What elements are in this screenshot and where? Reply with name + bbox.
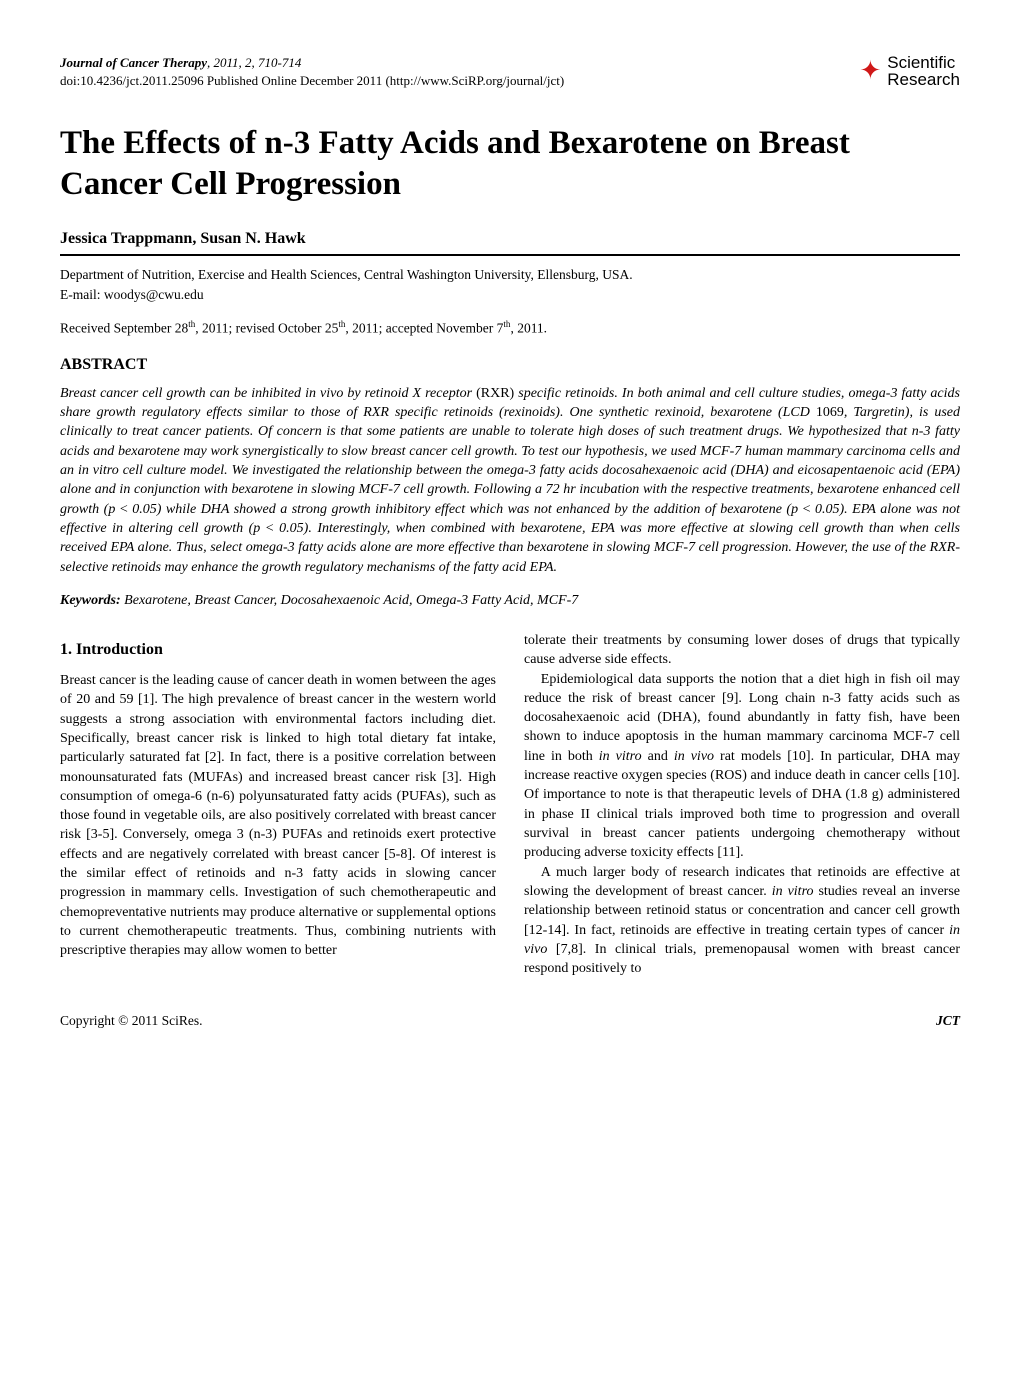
p4-invitro: in vitro xyxy=(772,884,814,899)
journal-vol: , 2011, 2, 710-714 xyxy=(207,55,301,70)
abs-1c: , Targretin), is used clinically to trea… xyxy=(60,405,960,517)
accepted-prefix: , 2011; accepted November 7 xyxy=(345,321,503,336)
p3b: and xyxy=(642,749,674,764)
author-rule xyxy=(60,254,960,256)
intro-heading: 1. Introduction xyxy=(60,639,496,661)
keywords-label: Keywords: xyxy=(60,593,121,608)
abs-1a: Breast cancer cell growth can be inhibit… xyxy=(60,386,476,401)
revised-prefix: , 2011; revised October 25 xyxy=(195,321,338,336)
logo-icon: ✦ xyxy=(859,59,881,82)
abstract-text: Breast cancer cell growth can be inhibit… xyxy=(60,384,960,577)
abs-lt3: < xyxy=(266,521,274,536)
footer-copyright: Copyright © 2011 SciRes. xyxy=(60,1013,203,1029)
body-p1: Breast cancer is the leading cause of ca… xyxy=(60,671,496,961)
dates-line: Received September 28th, 2011; revised O… xyxy=(60,318,960,338)
logo-text-bottom: Research xyxy=(887,71,960,88)
email: E-mail: woodys@cwu.edu xyxy=(60,286,960,304)
logo-text-top: Scientific xyxy=(887,54,960,71)
affiliation: Department of Nutrition, Exercise and He… xyxy=(60,266,960,284)
journal-name: Journal of Cancer Therapy xyxy=(60,55,207,70)
p3c: rat models [10]. In particular, DHA may … xyxy=(524,749,960,861)
doi-line: doi:10.4236/jct.2011.25096 Published Onl… xyxy=(60,72,564,90)
abstract-heading: ABSTRACT xyxy=(60,356,960,374)
received-prefix: Received September 28 xyxy=(60,321,188,336)
body-p2: tolerate their treatments by consuming l… xyxy=(524,631,960,670)
body-columns: 1. Introduction Breast cancer is the lea… xyxy=(60,631,960,979)
footer-journal-abbrev: JCT xyxy=(936,1013,960,1029)
body-p4: A much larger body of research indicates… xyxy=(524,863,960,979)
body-p3: Epidemiological data supports the notion… xyxy=(524,670,960,863)
p3-invivo: in vivo xyxy=(674,749,714,764)
accepted-suffix: , 2011. xyxy=(510,321,547,336)
abs-1069: 1069 xyxy=(816,405,844,420)
keywords-value: Bexarotene, Breast Cancer, Docosahexaeno… xyxy=(121,593,579,608)
paper-title: The Effects of n-3 Fatty Acids and Bexar… xyxy=(60,123,960,206)
abs-rxr: (RXR) xyxy=(476,386,514,401)
abs-1d: 0.05) while DHA showed a strong growth i… xyxy=(128,502,803,517)
journal-header: Journal of Cancer Therapy, 2011, 2, 710-… xyxy=(60,54,960,89)
journal-info: Journal of Cancer Therapy, 2011, 2, 710-… xyxy=(60,54,564,89)
p4c: [7,8]. In clinical trials, premenopausal… xyxy=(524,942,960,976)
keywords-line: Keywords: Bexarotene, Breast Cancer, Doc… xyxy=(60,593,960,609)
abs-lt1: < xyxy=(120,502,128,517)
page-footer: Copyright © 2011 SciRes. JCT xyxy=(60,1013,960,1029)
authors: Jessica Trappmann, Susan N. Hawk xyxy=(60,230,960,248)
publisher-logo: ✦ Scientific Research xyxy=(859,54,960,88)
p3-invitro: in vitro xyxy=(599,749,642,764)
